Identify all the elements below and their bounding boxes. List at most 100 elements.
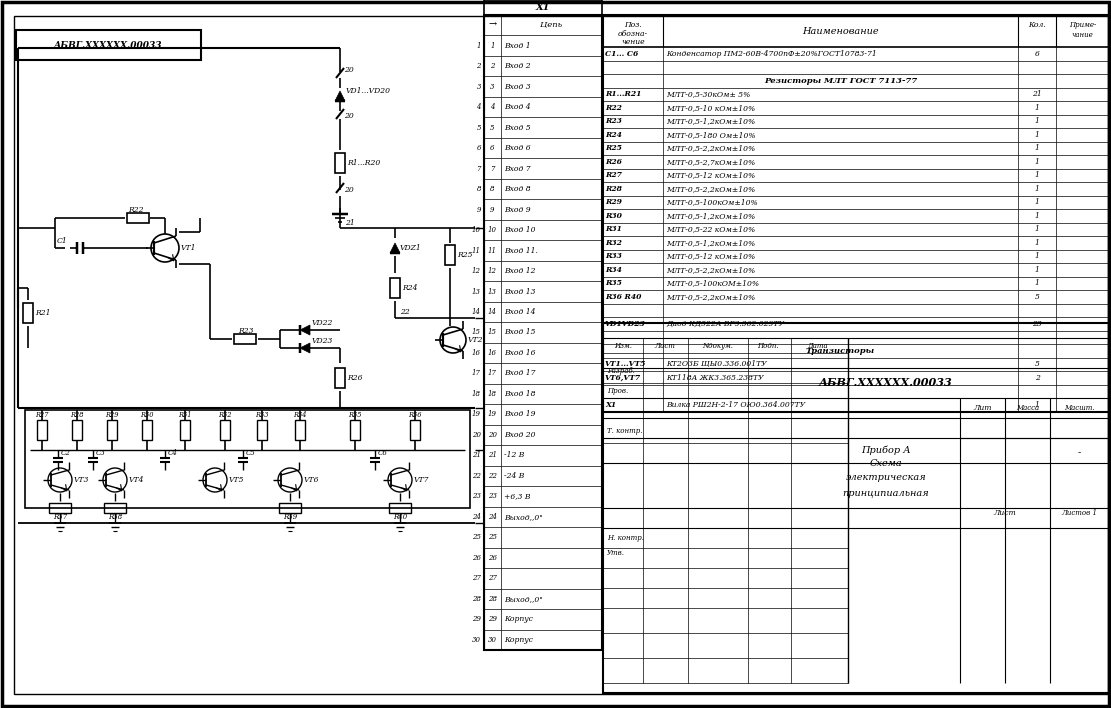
Text: 21: 21 — [1032, 90, 1042, 98]
Text: R30: R30 — [140, 411, 153, 419]
Text: C2: C2 — [61, 449, 71, 457]
Text: 1: 1 — [1034, 104, 1040, 112]
Text: 18: 18 — [488, 390, 497, 398]
Bar — [390, 278, 400, 298]
Text: 29: 29 — [488, 615, 497, 623]
Text: R1...R21: R1...R21 — [605, 90, 641, 98]
Text: Вход 13: Вход 13 — [504, 287, 536, 295]
Text: 20: 20 — [488, 431, 497, 439]
Text: R24: R24 — [605, 131, 622, 139]
Text: 15: 15 — [488, 329, 497, 336]
Text: C4: C4 — [168, 449, 178, 457]
Text: 19: 19 — [472, 411, 481, 418]
Text: R35: R35 — [348, 411, 362, 419]
Text: 23: 23 — [472, 492, 481, 501]
Text: R32: R32 — [605, 239, 622, 247]
Bar — [446, 245, 456, 265]
Text: R28: R28 — [605, 185, 622, 193]
Text: 22: 22 — [488, 472, 497, 480]
Text: Вход 16: Вход 16 — [504, 349, 536, 357]
Text: R24: R24 — [402, 284, 418, 292]
Text: Масса: Масса — [1015, 404, 1039, 412]
Text: Вход 15: Вход 15 — [504, 329, 536, 336]
Text: Вход 12: Вход 12 — [504, 267, 536, 275]
Text: 23: 23 — [1032, 320, 1042, 328]
Text: 1: 1 — [1034, 131, 1040, 139]
Text: 21: 21 — [346, 219, 354, 227]
Text: -: - — [1078, 448, 1081, 457]
Bar — [603, 15, 1109, 411]
Text: 30: 30 — [472, 636, 481, 644]
Text: Вход 19: Вход 19 — [504, 411, 536, 418]
Text: VD23: VD23 — [312, 337, 333, 345]
Text: R25: R25 — [457, 251, 472, 259]
Text: R37: R37 — [53, 513, 67, 521]
Text: МЛТ-0,5-2,2кОм±10%: МЛТ-0,5-2,2кОм±10% — [665, 292, 755, 301]
Bar — [603, 323, 1109, 693]
Text: 12: 12 — [472, 267, 481, 275]
Text: Разраб.: Разраб. — [607, 367, 634, 375]
Text: АБВГ.ХХХХХХ.00033: АБВГ.ХХХХХХ.00033 — [53, 40, 162, 50]
Text: 11: 11 — [488, 246, 497, 255]
Bar — [72, 420, 82, 440]
Text: Вход 10: Вход 10 — [504, 226, 536, 234]
Text: VD1...VD20: VD1...VD20 — [346, 87, 391, 95]
Text: 24: 24 — [488, 513, 497, 521]
Text: Пров.: Пров. — [607, 387, 628, 395]
Bar — [410, 420, 420, 440]
Text: 1: 1 — [1034, 158, 1040, 166]
Text: 28: 28 — [488, 595, 497, 603]
Text: 17: 17 — [488, 370, 497, 377]
Text: R38: R38 — [108, 513, 122, 521]
Text: R26: R26 — [605, 158, 622, 166]
Text: Изм.: Изм. — [614, 342, 632, 350]
Text: Корпус: Корпус — [504, 636, 533, 644]
Text: Вход 4: Вход 4 — [504, 103, 531, 111]
Bar — [49, 503, 71, 513]
Text: 4: 4 — [477, 103, 481, 111]
Text: R26: R26 — [347, 374, 362, 382]
Bar — [107, 420, 117, 440]
Text: 5: 5 — [1034, 360, 1040, 368]
Polygon shape — [336, 91, 346, 101]
Text: 13: 13 — [488, 287, 497, 295]
Text: Вход 18: Вход 18 — [504, 390, 536, 398]
Text: 22: 22 — [472, 472, 481, 480]
Text: C3: C3 — [96, 449, 106, 457]
Text: R35: R35 — [605, 279, 622, 287]
Text: R39: R39 — [283, 513, 297, 521]
Bar — [104, 503, 126, 513]
Text: R29: R29 — [605, 198, 622, 206]
Text: R22: R22 — [128, 206, 143, 214]
Text: 4: 4 — [490, 103, 494, 111]
Text: 20: 20 — [344, 66, 353, 74]
Text: VD1VD23: VD1VD23 — [605, 320, 645, 328]
Text: Резисторы МЛТ ГОСТ 7113-77: Резисторы МЛТ ГОСТ 7113-77 — [764, 76, 917, 85]
Text: 28: 28 — [472, 595, 481, 603]
Text: 1: 1 — [1034, 171, 1040, 179]
Text: Лист: Лист — [993, 509, 1017, 517]
Text: Утв.: Утв. — [607, 549, 625, 557]
Text: 7: 7 — [477, 165, 481, 173]
Text: 1: 1 — [1034, 198, 1040, 206]
Text: 1: 1 — [1034, 185, 1040, 193]
Text: 1: 1 — [1034, 225, 1040, 233]
Text: МЛТ-0,5-100кОМ±10%: МЛТ-0,5-100кОМ±10% — [665, 279, 759, 287]
Text: 7: 7 — [490, 165, 494, 173]
Text: R40: R40 — [393, 513, 407, 521]
Text: Схема: Схема — [870, 459, 902, 469]
Text: 3: 3 — [477, 83, 481, 91]
Text: Вход 6: Вход 6 — [504, 144, 531, 152]
Text: Вход 17: Вход 17 — [504, 370, 536, 377]
Text: Вход 8: Вход 8 — [504, 185, 531, 193]
Text: R23: R23 — [605, 118, 622, 125]
Text: VT2: VT2 — [468, 336, 483, 344]
Text: R23: R23 — [238, 327, 253, 335]
Text: 27: 27 — [472, 574, 481, 582]
Text: 6: 6 — [490, 144, 494, 152]
Text: 9: 9 — [477, 205, 481, 214]
Text: Вход 14: Вход 14 — [504, 308, 536, 316]
Text: VT1...VT5: VT1...VT5 — [605, 360, 647, 368]
Text: 25: 25 — [472, 533, 481, 542]
Text: 9: 9 — [490, 205, 494, 214]
